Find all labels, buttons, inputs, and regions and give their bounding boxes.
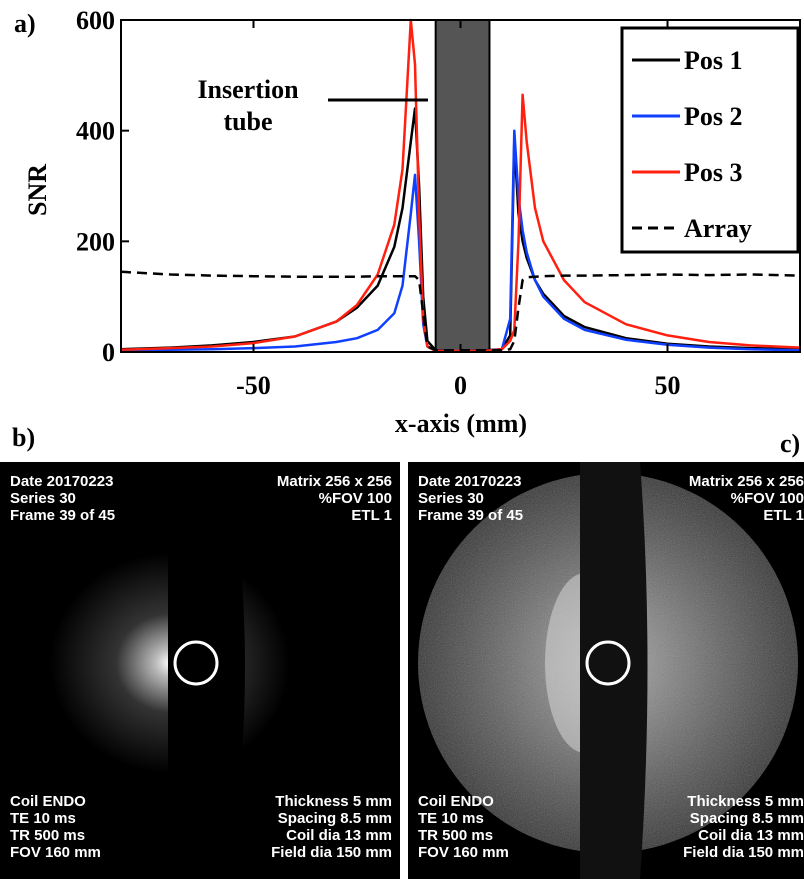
panel-label: b) [12, 423, 35, 452]
overlay-text: TR 500 ms [418, 827, 493, 844]
panel-label: c) [780, 429, 800, 458]
plot [121, 18, 800, 352]
y-tick-label: 600 [76, 6, 115, 35]
overlay-text: Date 20170223 [418, 473, 521, 490]
image-c [408, 462, 804, 879]
insertion-tube [434, 19, 491, 352]
overlay-text: FOV 160 mm [418, 844, 509, 861]
legend-label: Pos 3 [684, 158, 743, 187]
legend-label: Array [684, 214, 752, 243]
overlay-text: Thickness 5 mm [687, 793, 804, 810]
overlay-text: Thickness 5 mm [275, 793, 392, 810]
y-tick-label: 400 [76, 117, 115, 146]
overlay-text: ETL 1 [763, 507, 804, 524]
annotation: tube [223, 107, 272, 136]
overlay-text: Coil ENDO [10, 793, 86, 810]
legend-label: Pos 2 [684, 102, 743, 131]
overlay-text: Spacing 8.5 mm [278, 810, 392, 827]
y-tick-label: 0 [102, 338, 115, 367]
overlay-text: FOV 160 mm [10, 844, 101, 861]
overlay-text: Frame 39 of 45 [10, 507, 115, 524]
x-tick-label: 50 [655, 371, 681, 400]
annotation: Insertion [197, 75, 299, 104]
overlay-text: Coil ENDO [418, 793, 494, 810]
y-axis-label: SNR [23, 164, 52, 216]
panel-label: a) [14, 9, 36, 38]
overlay-text: Spacing 8.5 mm [690, 810, 804, 827]
overlay-text: %FOV 100 [731, 490, 804, 507]
legend-box [620, 26, 800, 254]
overlay-text: TR 500 ms [10, 827, 85, 844]
x-tick-label: 0 [454, 371, 467, 400]
overlay-text: Series 30 [10, 490, 76, 507]
overlay-text: Coil dia 13 mm [286, 827, 392, 844]
legend-label: Pos 1 [684, 46, 743, 75]
overlay-text: Date 20170223 [10, 473, 113, 490]
x-tick-label: -50 [236, 371, 271, 400]
overlay-text: Field dia 150 mm [683, 844, 804, 861]
overlay-text: Frame 39 of 45 [418, 507, 523, 524]
overlay-text: Coil dia 13 mm [698, 827, 804, 844]
x-axis-label: x-axis (mm) [395, 409, 527, 438]
overlay-text: Series 30 [418, 490, 484, 507]
y-tick-label: 200 [76, 227, 115, 256]
overlay-text: TE 10 ms [10, 810, 76, 827]
overlay-text: TE 10 ms [418, 810, 484, 827]
overlay-text: %FOV 100 [319, 490, 392, 507]
image-b [0, 462, 400, 879]
overlay-text: Matrix 256 x 256 [277, 473, 392, 490]
overlay-text: Field dia 150 mm [271, 844, 392, 861]
overlay-text: ETL 1 [351, 507, 392, 524]
overlay-text: Matrix 256 x 256 [689, 473, 804, 490]
